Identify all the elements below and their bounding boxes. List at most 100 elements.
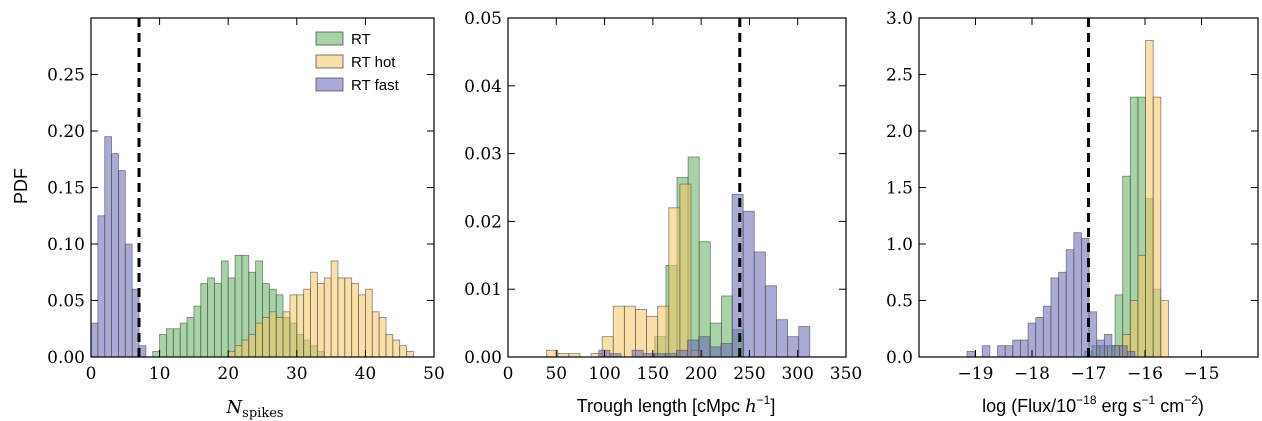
bar-rt-hot [337,277,346,358]
bar-rt-hot [330,260,339,358]
bar-rt-fast [1073,232,1082,358]
x-tick-label: −19 [958,364,994,384]
bar-rt-hot [385,333,394,358]
bar-rt-fast [787,336,800,358]
bar-rt-hot [351,283,359,358]
bar-rt-fast [1004,345,1014,358]
bar-rt-fast [124,243,133,358]
bar-rt-hot [668,207,681,358]
panel-flux-x-label: log (Flux/10−18 erg s−1 cm−2) [982,393,1204,416]
x-label-sup2: −1 [1142,393,1156,407]
bar-rt [220,260,229,358]
y-tick-label: 0.5 [886,292,913,312]
legend-swatch-rt-fast [315,77,344,92]
legend-swatch-rt-hot [315,54,344,69]
x-tick-label: −15 [1184,364,1220,384]
bar-rt-fast [90,322,99,358]
x-label-end: ] [770,396,775,416]
bar-rt-fast [1088,311,1098,358]
bar-rt-hot [227,350,236,358]
y-tick-label: 0.03 [464,145,502,165]
panel-nspikes-bars [90,136,414,358]
bar-rt-hot [364,288,373,358]
x-tick-label: 20 [217,364,239,384]
x-tick-label: 300 [781,364,813,384]
x-label-sup: −1 [757,393,771,407]
x-label-mid: erg s [1097,396,1142,416]
bar-rt-hot [392,339,401,358]
x-label-var: h [745,396,757,417]
y-tick-label: 0.0 [886,348,913,368]
y-tick-label: 2.0 [886,122,913,142]
bar-rt-fast [1058,271,1067,358]
x-tick-label: 0 [86,364,97,384]
bar-rt-hot [1152,96,1162,358]
x-label-mid2: cm [1155,396,1184,416]
legend: RT RT hot RT fast [315,31,400,94]
legend-label-rt-hot: RT hot [351,54,396,71]
bar-rt [172,328,181,358]
legend-label-rt: RT [351,31,371,48]
bar-rt-hot [262,317,270,358]
bar-rt [179,322,188,358]
panel-trough-ticks: 0 50 100 150 200 250 300 350 0.00 0.01 0.02 0.03 0.0… [464,9,862,384]
bar-rt-hot [657,305,670,358]
bar-rt-fast [798,326,811,358]
bar-rt-hot [1160,300,1169,358]
y-tick-label: 0.15 [47,179,85,199]
x-label-main: log (Flux/10 [982,396,1076,416]
bar-rt-hot [646,315,659,358]
bar-rt-hot [378,317,387,358]
x-label-sup1: −18 [1076,393,1097,407]
panel-trough-length: 0 50 100 150 200 250 300 350 0.00 0.01 0.02 0.03 0.0… [464,9,862,417]
bar-rt-hot [234,345,243,358]
bar-rt-hot [303,288,311,358]
bar-rt [214,283,222,358]
y-tick-label: 1.5 [886,179,913,199]
bar-rt-fast [1119,345,1128,358]
y-tick-label: 0.05 [47,292,85,312]
y-tick-label: 0.05 [464,9,502,29]
bar-rt-fast [698,336,711,358]
bar-rt [186,317,195,358]
bar-rt-hot [679,183,692,358]
bar-rt-hot [1145,40,1154,358]
bar-rt [152,350,161,358]
bar-rt-hot [406,350,414,358]
y-tick-label: 0.04 [464,77,502,97]
bar-rt-fast [118,170,126,358]
bar-rt-fast [97,215,106,358]
x-tick-label: 150 [637,364,669,384]
legend-swatch-rt [315,31,344,46]
y-tick-label: 0.02 [464,212,502,232]
x-tick-label: 100 [588,364,620,384]
x-tick-label: 200 [685,364,717,384]
panel-trough-frame [507,17,847,358]
x-label-sup3: −2 [1184,393,1198,407]
bar-rt-fast [1111,345,1120,358]
x-tick-label: 50 [545,364,567,384]
y-tick-label: 0.20 [47,122,85,142]
bar-rt-fast [1020,339,1029,358]
bar-rt-fast [997,345,1006,358]
bar-rt-hot [255,322,263,358]
bar-rt-fast [709,346,722,358]
bar-rt-hot [399,345,407,358]
x-tick-label: 350 [830,364,862,384]
bar-rt-fast [731,193,744,358]
legend-label-rt-fast: RT fast [351,77,400,94]
bar-rt-hot [310,271,318,358]
bar-rt-hot [344,277,353,358]
bar-rt-fast [742,210,755,358]
bar-rt-fast [1035,317,1044,358]
bar-rt-fast [981,345,991,358]
bar-rt-hot [296,294,305,358]
bar-rt-hot [371,311,380,358]
bar-rt-fast [966,350,976,358]
bar-rt-fast [1065,249,1075,358]
bar-rt [193,305,202,358]
bar-rt-fast [720,343,733,358]
panel-nspikes: 0 10 20 30 40 500.000.050.100.150.200.25 PDF … [11,17,445,421]
bar-rt-fast [1012,339,1021,358]
